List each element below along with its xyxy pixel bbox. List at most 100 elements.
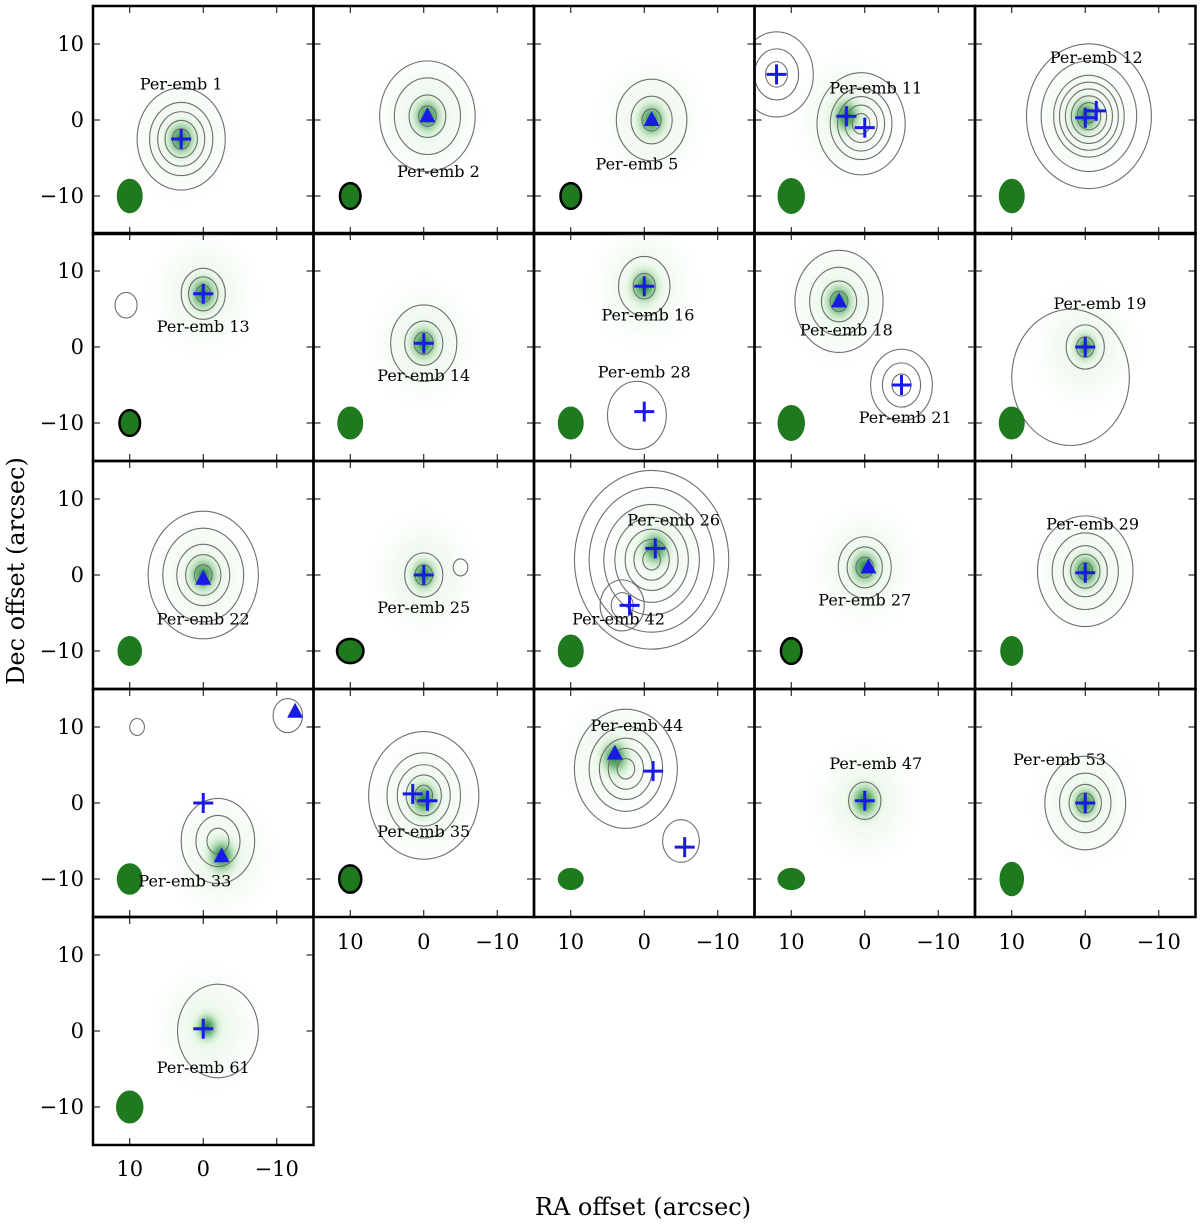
contour xyxy=(1040,60,1138,173)
x-tick-label: 10 xyxy=(557,930,584,954)
contour xyxy=(855,556,875,579)
panel-label: Per-emb 61 xyxy=(157,1058,250,1077)
contour xyxy=(386,752,462,839)
plus-marker xyxy=(1086,100,1107,121)
panel-label: Per-emb 18 xyxy=(800,321,893,340)
panel-label: Per-emb 19 xyxy=(1053,294,1146,313)
beam-ellipse xyxy=(559,181,583,211)
y-tick-labels: 10 0 −10 10 0 −10 10 0 −10 10 0 −10 10 0 −10 xyxy=(40,32,84,1119)
panel: Per-emb 26 Per-emb 42 xyxy=(532,459,756,691)
beam-ellipse xyxy=(117,636,143,666)
beam-ellipse xyxy=(777,867,805,891)
contour xyxy=(1062,545,1108,598)
beam-ellipse xyxy=(557,867,584,891)
contour xyxy=(1044,755,1127,851)
panel-label: Per-emb 2 xyxy=(397,162,480,181)
contour xyxy=(193,564,213,586)
x-tick-label: 10 xyxy=(998,930,1025,954)
panel: Per-emb 12 xyxy=(973,4,1197,236)
beam-ellipse xyxy=(777,405,805,441)
contour xyxy=(452,558,469,577)
panel-label: Per-emb 33 xyxy=(138,872,231,891)
contour xyxy=(607,747,645,790)
x-tick-label: 0 xyxy=(1079,930,1092,954)
panel-label: Per-emb 21 xyxy=(859,408,952,427)
plus-marker xyxy=(854,790,875,811)
panel-label: Per-emb 26 xyxy=(627,511,720,530)
x-tick-label: −10 xyxy=(1137,930,1181,954)
x-tick-label: 0 xyxy=(197,1157,210,1181)
panel-label: Per-emb 44 xyxy=(590,716,683,735)
plus-marker xyxy=(766,64,787,85)
y-tick-label: −10 xyxy=(40,1095,84,1119)
contour xyxy=(599,579,645,632)
contour xyxy=(606,380,667,450)
contour xyxy=(588,486,715,633)
contour xyxy=(809,266,869,336)
panel-label: Per-emb 29 xyxy=(1046,514,1139,533)
contour xyxy=(1025,43,1152,190)
contour xyxy=(632,272,656,300)
contour xyxy=(633,538,670,581)
contour xyxy=(390,304,458,383)
y-tick-label: −10 xyxy=(40,639,84,663)
contour xyxy=(180,267,226,320)
contour xyxy=(614,516,689,603)
plus-marker xyxy=(634,401,655,422)
beam-ellipse xyxy=(335,637,365,665)
contour xyxy=(1070,553,1101,589)
contour xyxy=(206,827,230,855)
contour xyxy=(829,290,849,313)
contour xyxy=(136,87,226,191)
plus-marker xyxy=(1075,793,1096,813)
contour xyxy=(1065,324,1105,370)
panel-grid: Per-emb 1 Per-emb 2 Per-emb 5 Per-emb 11 Per… xyxy=(91,4,1197,1147)
contour xyxy=(176,543,231,607)
x-tick-labels: 10 0 −10 10 0 −10 10 0 −10 10 0 −10 10 0 −10 xyxy=(116,930,1181,1181)
beam-ellipse xyxy=(557,406,584,440)
plus-marker xyxy=(193,283,214,304)
plus-marker xyxy=(1075,562,1096,583)
panel-label: Per-emb 27 xyxy=(818,590,911,609)
triangle-marker xyxy=(419,107,436,123)
contour xyxy=(641,108,662,132)
contour xyxy=(164,119,198,159)
panel-label: Per-emb 5 xyxy=(596,154,679,173)
panel: Per-emb 5 xyxy=(532,4,756,236)
plus-marker xyxy=(891,375,912,395)
y-tick-label: 10 xyxy=(57,715,84,739)
plus-marker xyxy=(1075,337,1096,357)
contour xyxy=(829,87,893,161)
contour xyxy=(837,536,892,599)
contour xyxy=(393,77,462,156)
contour xyxy=(816,72,906,176)
panel-label: Per-emb 53 xyxy=(1013,750,1106,769)
panel: Per-emb 53 xyxy=(973,687,1197,919)
contour xyxy=(630,95,673,145)
beam-ellipse xyxy=(116,1090,144,1124)
panel-label: Per-emb 42 xyxy=(572,609,665,628)
triangle-marker xyxy=(213,847,230,863)
panel: Per-emb 29 xyxy=(973,459,1197,691)
contour xyxy=(405,774,442,817)
contour xyxy=(418,105,437,127)
panel: Per-emb 18 Per-emb 21 xyxy=(753,231,977,463)
triangle-marker xyxy=(643,111,660,126)
contour xyxy=(573,469,730,650)
panel-label: Per-emb 28 xyxy=(598,362,691,381)
y-tick-label: 0 xyxy=(71,108,84,132)
triangle-marker xyxy=(195,569,212,585)
contour xyxy=(851,113,871,135)
y-tick-label: 10 xyxy=(57,32,84,56)
y-tick-label: −10 xyxy=(40,867,84,891)
beam-ellipse xyxy=(118,408,142,438)
x-tick-label: −10 xyxy=(916,930,960,954)
y-tick-label: 0 xyxy=(71,563,84,587)
plus-marker xyxy=(413,333,434,354)
panel: Per-emb 35 xyxy=(312,687,536,919)
emission-core xyxy=(403,774,445,825)
contour xyxy=(764,61,789,88)
beam-ellipse xyxy=(337,864,363,894)
plus-marker xyxy=(1075,107,1096,128)
